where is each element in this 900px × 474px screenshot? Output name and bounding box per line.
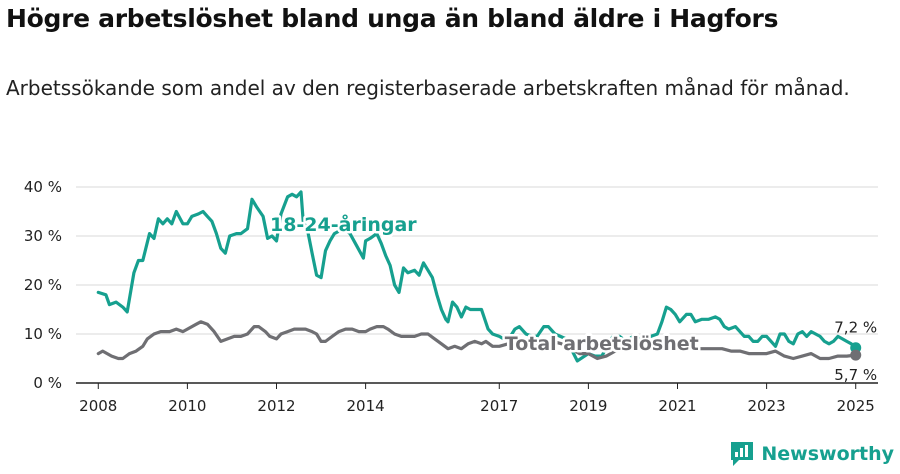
end-value-label: 7,2 % <box>834 319 877 337</box>
end-value-label: 5,7 % <box>834 366 877 384</box>
chart-subtitle: Arbetssökande som andel av den registerb… <box>6 76 850 100</box>
x-tick-label: 2010 <box>168 397 206 415</box>
y-tick-label: 40 % <box>24 178 62 196</box>
x-tick-label: 2014 <box>347 397 385 415</box>
series-line-youth <box>96 190 858 363</box>
series-name-label: 18-24-åringar <box>270 212 417 236</box>
x-tick-label: 2012 <box>257 397 295 415</box>
x-tick-label: 2008 <box>79 397 117 415</box>
chart-title: Högre arbetslöshet bland unga än bland ä… <box>6 4 779 33</box>
y-tick-label: 20 % <box>24 276 62 294</box>
x-tick-label: 2023 <box>748 397 786 415</box>
series <box>96 190 862 363</box>
series-endpoint <box>850 349 862 361</box>
x-tick-label: 2017 <box>480 397 518 415</box>
brand-name: Newsworthy <box>761 443 894 465</box>
labels: 7,2 % 5,7 % 18-24-åringar Total arbetslöshe… <box>267 210 877 384</box>
x-tick-label: 2025 <box>837 397 875 415</box>
series-name-label: Total arbetslöshet <box>505 333 699 355</box>
brand-logo: Newsworthy <box>729 440 894 468</box>
y-tick-label: 0 % <box>33 374 62 392</box>
newsworthy-logo-icon <box>731 442 754 466</box>
axes: 0 % 10 % 20 % 30 % 40 % 2008 2010 2012 2014 2017 2… <box>24 178 878 415</box>
y-tick-label: 10 % <box>24 325 62 343</box>
x-tick-label: 2019 <box>569 397 607 415</box>
series-line-total <box>96 320 858 361</box>
x-tick-label: 2021 <box>658 397 696 415</box>
y-tick-label: 30 % <box>24 227 62 245</box>
gridlines <box>76 186 878 335</box>
